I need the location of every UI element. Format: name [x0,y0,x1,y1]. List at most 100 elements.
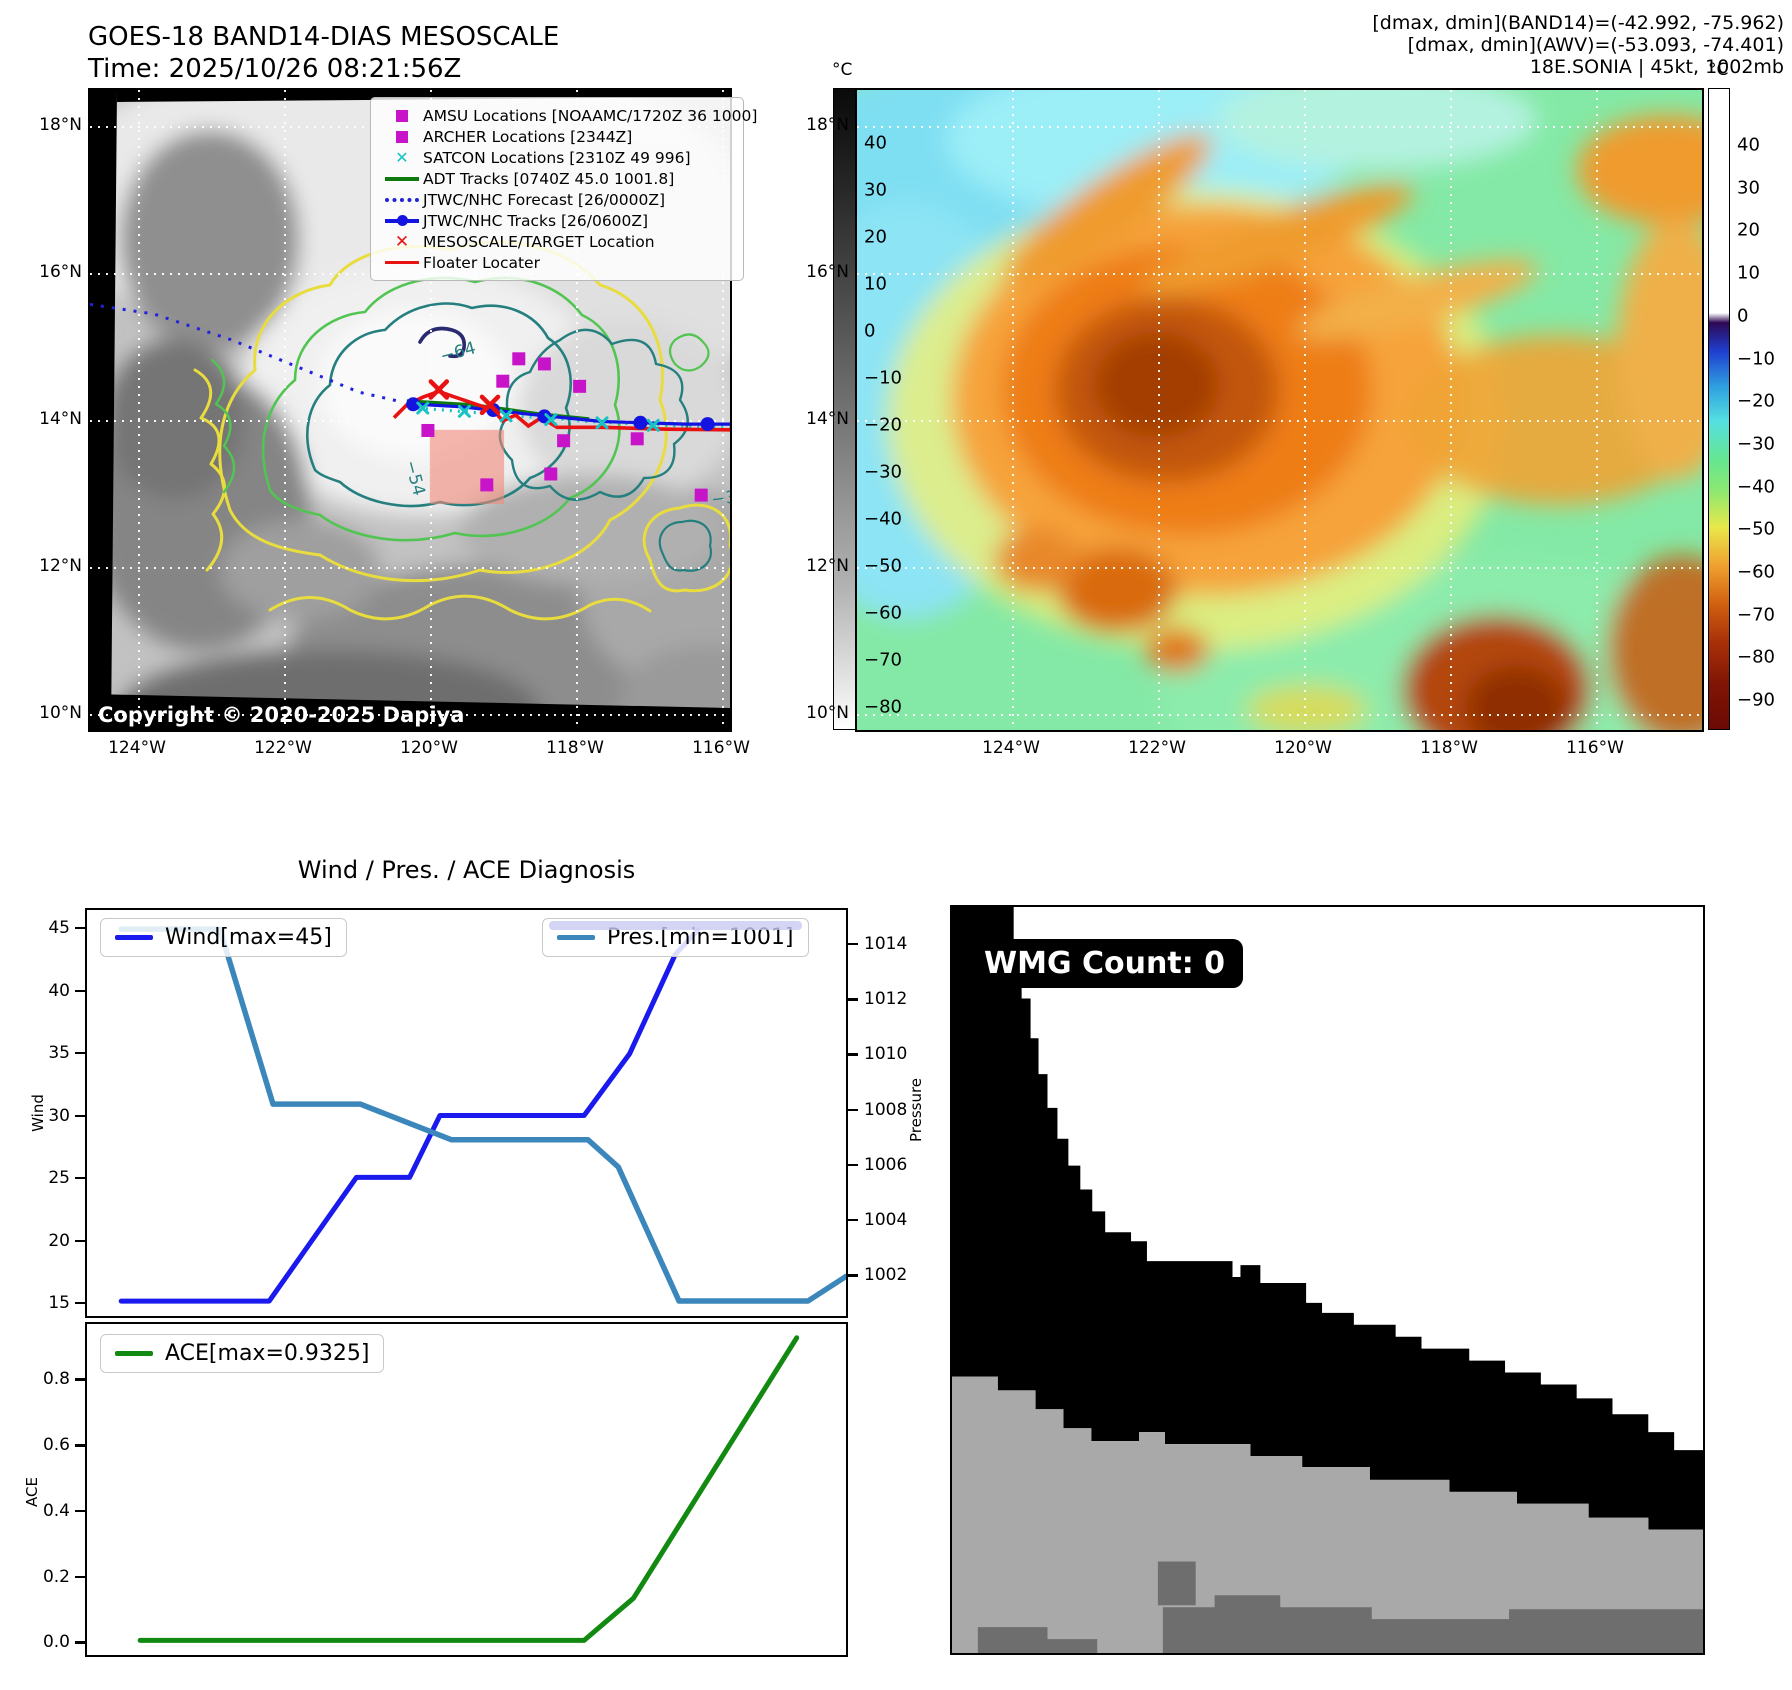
wind-legend: Wind[max=45] [100,918,347,957]
ace-legend-label: ACE[max=0.9325] [165,1341,370,1366]
wind-legend-label: Wind[max=45] [165,925,332,950]
satcon-x-marker [499,409,513,423]
right-colorbar-tick: −10 [1737,348,1775,370]
amsu-fix-marker [421,423,435,437]
awv-field [857,90,1702,730]
wind-ytick: 30 [48,1105,70,1126]
pressure-ytick: 1008 [864,1099,908,1120]
adt-line-icon [385,176,419,181]
right-colorbar-tick: −40 [1737,476,1775,498]
square-marker-icon [396,109,408,122]
storm-id-intensity: 18E.SONIA | 45kt, 1002mb [1529,56,1784,78]
ace-ytick: 0.8 [42,1369,70,1390]
pres-legend: Pres.[min=1001] [542,918,809,957]
jtwc-track [406,402,730,426]
amsu-fix-marker [544,467,558,481]
wind-ytick: 35 [48,1043,70,1063]
legend-item-label: ARCHER Locations [2344Z] [423,127,633,146]
left-colorbar-tick: −60 [864,602,902,624]
left-map-xtick: 122°W [254,738,312,758]
pressure-ytick-mark [848,942,858,946]
right-map-xtick: 120°W [1274,738,1332,758]
legend-marker [381,261,423,264]
left-map-ytick: 10°N [39,703,82,723]
legend-marker [381,176,423,181]
right-colorbar-tick: −50 [1737,518,1775,540]
diagnosis-title: Wind / Pres. / ACE Diagnosis [297,856,636,884]
wind-ytick: 15 [48,1293,70,1313]
left-colorbar-title: °C [832,60,853,80]
track-dot-icon [397,215,408,226]
timestamp: Time: 2025/10/26 08:21:56Z [88,54,462,84]
wmg-white-upper-region [1013,907,1703,1451]
map-legend: AMSU Locations [NOAAMC/1720Z 36 1000] ARC… [370,97,757,281]
scan-edge-bands [90,90,730,730]
pressure-ytick: 1014 [864,933,908,954]
wind-ytick-mark [75,1052,85,1055]
left-colorbar [833,88,857,730]
amsu-fix-marker [496,374,510,388]
dmax-dmin-awv: [dmax, dmin](AWV)=(-53.093, -74.401) [1407,34,1784,56]
pressure-ytick-mark [848,1053,858,1056]
wind-ytick-mark [75,989,85,992]
amsu-fix-marker [480,478,494,492]
satcon-x-marker [457,404,471,418]
left-map-xtick: 118°W [546,738,604,758]
right-colorbar-tick: 10 [1737,262,1760,284]
right-map-ytick: 10°N [806,703,849,723]
right-map-xtick: 122°W [1128,738,1186,758]
pressure-ytick: 1002 [864,1265,908,1286]
awv-map-image [857,90,1702,730]
right-colorbar-tick: −30 [1737,433,1775,455]
left-colorbar-tick: −70 [864,649,902,671]
satcon-x-marker [595,416,609,430]
wind-ytick: 25 [48,1168,70,1188]
pressure-axis-label: Pressure [907,1077,925,1143]
wind-ytick-mark [75,1239,85,1242]
left-map-ytick: 16°N [39,262,82,282]
satcon-x-marker [646,418,660,432]
left-colorbar-tick: 30 [864,179,887,201]
legend-item-label: ADT Tracks [0740Z 45.0 1001.8] [423,169,675,188]
legend-item-label: JTWC/NHC Tracks [26/0600Z] [423,211,649,230]
wind-ytick-mark [75,1302,85,1305]
left-colorbar-tick: −40 [864,508,902,530]
legend-item-label: Floater Locater [423,253,540,272]
pressure-ytick: 1012 [864,989,908,1010]
left-colorbar-tick: −80 [864,696,902,718]
left-colorbar-tick: 0 [864,320,876,342]
page-title: GOES-18 BAND14-DIAS MESOSCALE [88,22,560,52]
legend-item-label: SATCON Locations [2310Z 49 996] [423,148,691,167]
ace-ytick-mark [75,1641,85,1644]
wind-ytick-mark [75,1114,85,1117]
tracks-and-fixes-overlay [90,302,730,505]
right-colorbar-title: °C [1708,60,1729,80]
left-map-xtick: 120°W [400,738,458,758]
right-colorbar-tick: −90 [1737,689,1775,711]
jtwc-position-dot [537,409,552,424]
legend-item: ADT Tracks [0740Z 45.0 1001.8] [381,168,733,189]
ace-line-swatch [115,1351,153,1356]
legend-marker: ✕ [381,149,423,165]
right-colorbar-tick: −60 [1737,561,1775,583]
jtwc-position-dot [633,415,648,430]
right-colorbar-tick: −80 [1737,646,1775,668]
contour-label: −31 [710,486,730,510]
pressure-ytick-mark [848,1163,858,1167]
right-colorbar-tick: 0 [1737,305,1749,327]
data-series-line [118,926,846,1304]
target-x-marker [428,379,450,400]
wmg-classification-image [952,907,1703,1653]
wmg-count-badge: WMG Count: 0 [966,939,1244,988]
legend-item-label: JTWC/NHC Forecast [26/0000Z] [423,190,666,209]
pressure-ytick-mark [848,998,858,1001]
mesoscale-target-box [429,429,505,505]
wmg-lightgray-region [952,1376,1703,1653]
right-map-xtick: 124°W [982,738,1040,758]
right-colorbar [1708,88,1730,730]
ace-chart-panel [85,1322,848,1657]
ace-legend: ACE[max=0.9325] [100,1334,385,1373]
floater-line-icon [385,261,419,264]
legend-marker [381,130,423,143]
ace-ytick: 0.2 [42,1566,70,1587]
